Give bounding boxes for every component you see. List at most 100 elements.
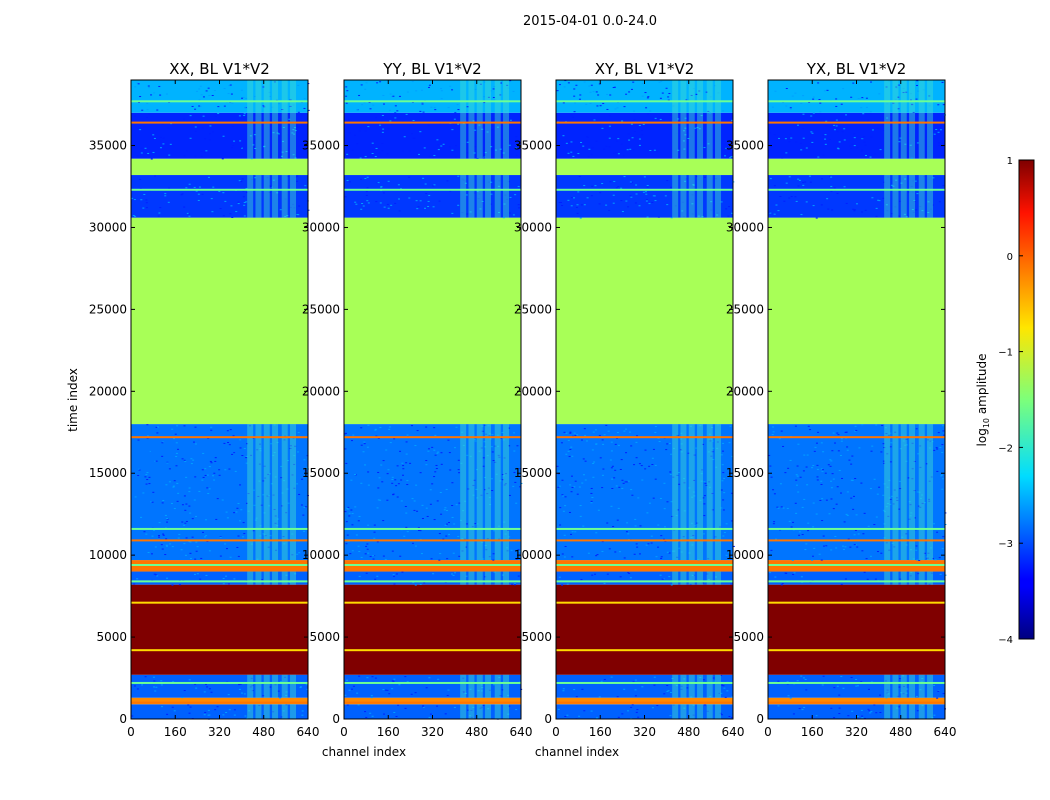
noise-pixel [430, 106, 433, 108]
noise-pixel [710, 201, 713, 203]
noise-pixel [856, 147, 859, 149]
noise-pixel [276, 441, 279, 443]
noise-pixel [720, 714, 723, 716]
noise-pixel [168, 481, 171, 483]
noise-pixel [881, 424, 884, 426]
noise-pixel [619, 576, 622, 578]
noise-pixel [606, 522, 609, 524]
noise-pixel [267, 495, 270, 497]
noise-pixel [299, 686, 302, 688]
noise-pixel [608, 137, 611, 139]
noise-pixel [840, 440, 843, 442]
noise-pixel [729, 157, 732, 159]
noise-pixel [598, 203, 601, 205]
noise-pixel [380, 186, 383, 188]
noise-pixel [177, 537, 180, 539]
noise-pixel [427, 450, 430, 452]
noise-pixel [354, 201, 357, 203]
rfi-column [263, 704, 270, 719]
noise-pixel [785, 182, 788, 184]
noise-pixel [405, 453, 408, 455]
noise-pixel [397, 483, 400, 485]
noise-pixel [419, 530, 422, 532]
noise-pixel [250, 579, 253, 581]
noise-pixel [492, 553, 495, 555]
rfi-column [503, 80, 510, 113]
rfi-column [927, 674, 934, 698]
noise-pixel [699, 144, 702, 146]
noise-pixel [887, 515, 890, 517]
noise-pixel [638, 205, 641, 207]
noise-pixel [374, 578, 377, 580]
noise-pixel [481, 425, 484, 427]
noise-pixel [825, 499, 828, 501]
noise-pixel [406, 531, 409, 533]
noise-pixel [171, 546, 174, 548]
noise-pixel [840, 583, 843, 585]
noise-pixel [262, 494, 265, 496]
noise-pixel [161, 442, 164, 444]
noise-pixel [827, 208, 830, 210]
noise-pixel [358, 675, 361, 677]
noise-pixel [382, 103, 385, 105]
noise-pixel [843, 128, 846, 130]
noise-pixel [703, 533, 706, 535]
noise-pixel [388, 109, 391, 111]
noise-pixel [431, 483, 434, 485]
noise-pixel [612, 525, 615, 527]
noise-pixel [231, 126, 234, 128]
noise-pixel [724, 155, 727, 157]
noise-pixel [645, 107, 648, 109]
rfi-column [680, 424, 687, 561]
noise-pixel [423, 582, 426, 584]
noise-pixel [281, 505, 284, 507]
noise-pixel [684, 117, 687, 119]
noise-pixel [909, 93, 912, 95]
rfi-column [255, 424, 262, 561]
noise-pixel [517, 575, 520, 577]
rfi-line [556, 539, 733, 542]
noise-pixel [365, 545, 368, 547]
noise-pixel [928, 447, 931, 449]
noise-pixel [838, 469, 841, 471]
noise-pixel [359, 157, 362, 159]
noise-pixel [583, 204, 586, 206]
noise-pixel [879, 694, 882, 696]
noise-pixel [394, 202, 397, 204]
noise-pixel [504, 110, 507, 112]
noise-pixel [917, 505, 920, 507]
noise-pixel [373, 537, 376, 539]
noise-pixel [789, 108, 792, 110]
noise-pixel [349, 553, 352, 555]
noise-pixel [586, 136, 589, 138]
noise-pixel [858, 447, 861, 449]
noise-pixel [348, 515, 351, 517]
noise-pixel [262, 533, 265, 535]
heatmap-band [131, 697, 308, 705]
noise-pixel [839, 454, 842, 456]
noise-pixel [402, 465, 405, 467]
noise-pixel [240, 692, 243, 694]
noise-pixel [393, 678, 396, 680]
noise-pixel [347, 119, 350, 121]
noise-pixel [285, 695, 288, 697]
noise-pixel [793, 572, 796, 574]
noise-pixel [663, 693, 666, 695]
noise-pixel [784, 472, 787, 474]
noise-pixel [912, 180, 915, 182]
noise-pixel [836, 486, 839, 488]
noise-pixel [599, 192, 602, 194]
noise-pixel [920, 494, 923, 496]
noise-pixel [590, 195, 593, 197]
noise-pixel [571, 455, 574, 457]
noise-pixel [904, 178, 907, 180]
rfi-column [688, 175, 695, 218]
colorbar-tick-label: −4 [998, 635, 1013, 646]
noise-pixel [222, 583, 225, 585]
noise-pixel [831, 209, 834, 211]
noise-pixel [694, 525, 697, 527]
noise-pixel [804, 181, 807, 183]
noise-pixel [298, 552, 301, 554]
noise-pixel [779, 195, 782, 197]
noise-pixel [596, 554, 599, 556]
